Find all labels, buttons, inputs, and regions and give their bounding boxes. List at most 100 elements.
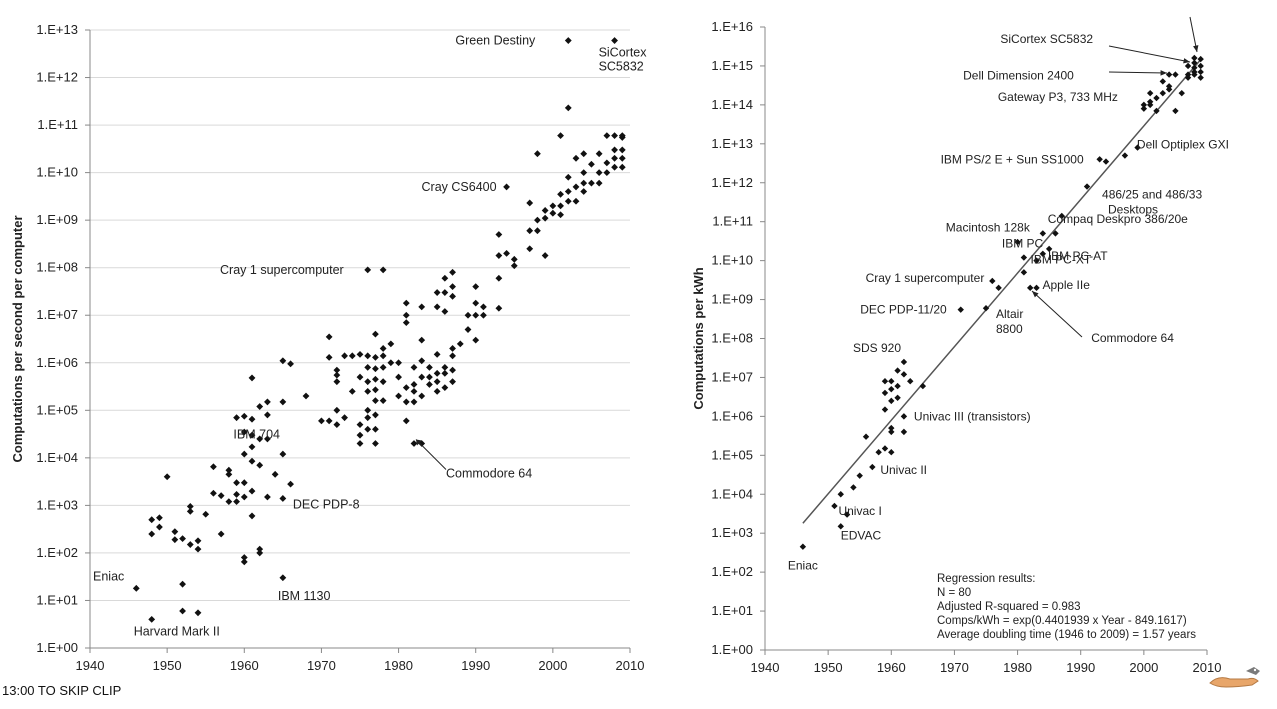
data-point bbox=[881, 445, 889, 452]
data-point bbox=[472, 311, 480, 319]
data-point bbox=[618, 146, 626, 154]
data-point bbox=[549, 209, 557, 217]
data-point bbox=[1197, 62, 1204, 70]
data-point bbox=[210, 463, 217, 471]
data-point bbox=[325, 417, 333, 425]
data-point bbox=[957, 306, 964, 313]
data-point bbox=[1178, 89, 1185, 97]
data-point bbox=[580, 169, 588, 177]
data-point bbox=[1140, 101, 1148, 109]
data-point bbox=[348, 352, 356, 360]
data-point bbox=[225, 466, 233, 474]
annotation-arrow bbox=[1108, 45, 1191, 63]
data-point bbox=[348, 387, 356, 395]
data-point bbox=[1191, 64, 1198, 71]
annotation-label: Green Destiny bbox=[455, 34, 536, 48]
data-point bbox=[1165, 86, 1173, 93]
data-point bbox=[240, 412, 248, 420]
annotation-label: Univac I bbox=[838, 504, 881, 518]
data-point bbox=[888, 385, 895, 393]
data-point bbox=[989, 277, 996, 285]
data-point bbox=[256, 549, 264, 557]
data-point bbox=[564, 188, 572, 195]
data-point bbox=[495, 304, 503, 312]
data-point bbox=[240, 450, 248, 458]
data-point bbox=[372, 440, 379, 447]
annotation-label: IBM PC-XT bbox=[1031, 253, 1092, 267]
data-point bbox=[379, 352, 387, 360]
data-point bbox=[395, 392, 402, 400]
data-point bbox=[1184, 71, 1192, 78]
data-point bbox=[464, 326, 472, 333]
data-point bbox=[364, 425, 372, 433]
data-point bbox=[1172, 107, 1179, 115]
y-tick-label: 1.E+13 bbox=[36, 22, 78, 37]
annotation-label: SDS 920 bbox=[853, 341, 901, 355]
data-point bbox=[894, 382, 901, 390]
arrow-head bbox=[416, 439, 422, 446]
data-point bbox=[356, 421, 364, 429]
data-point bbox=[433, 378, 441, 386]
data-point bbox=[356, 431, 364, 439]
regression-results-line: Adjusted R-squared = 0.983 bbox=[937, 601, 1081, 613]
data-point bbox=[856, 472, 863, 479]
data-point bbox=[618, 163, 626, 171]
data-point bbox=[831, 502, 838, 510]
x-tick-label: 2000 bbox=[538, 658, 567, 673]
data-point bbox=[1020, 269, 1028, 276]
y-tick-label: 1.E+07 bbox=[36, 307, 78, 322]
skip-clip-text[interactable]: 13:00 TO SKIP CLIP bbox=[2, 683, 122, 698]
annotation-label: Gateway P3, 733 MHz bbox=[998, 90, 1118, 104]
data-point bbox=[1140, 105, 1148, 112]
data-point bbox=[495, 274, 503, 282]
data-point bbox=[410, 381, 418, 388]
data-point bbox=[410, 440, 418, 447]
data-point bbox=[240, 493, 248, 501]
data-point bbox=[179, 580, 186, 588]
data-point bbox=[333, 371, 341, 379]
data-point bbox=[372, 397, 379, 405]
annotation-label: 486/25 and 486/33 bbox=[1102, 188, 1202, 202]
data-point bbox=[843, 511, 851, 518]
data-point bbox=[333, 378, 341, 386]
annotation-label: Apple IIe bbox=[1043, 278, 1091, 292]
data-point bbox=[372, 386, 379, 394]
data-point bbox=[572, 197, 580, 205]
data-point bbox=[472, 299, 480, 307]
data-point bbox=[426, 373, 433, 381]
data-point bbox=[387, 340, 395, 348]
data-point bbox=[595, 179, 603, 187]
annotation-label: EDVAC bbox=[841, 528, 882, 542]
data-point bbox=[279, 574, 287, 582]
data-point bbox=[248, 374, 256, 382]
data-point bbox=[534, 227, 541, 235]
data-point bbox=[603, 132, 611, 140]
data-point bbox=[441, 384, 449, 392]
data-point bbox=[248, 431, 256, 439]
y-tick-label: 1.E+05 bbox=[711, 447, 753, 462]
x-tick-label: 1970 bbox=[940, 660, 969, 675]
data-point bbox=[325, 353, 333, 361]
data-point bbox=[534, 150, 541, 158]
annotation-label: Eniac bbox=[788, 559, 818, 573]
annotation-label: Altair bbox=[996, 307, 1023, 321]
data-point bbox=[256, 403, 264, 410]
data-point bbox=[1083, 183, 1091, 190]
annotation-label: Eniac bbox=[93, 569, 124, 583]
data-point bbox=[449, 366, 456, 374]
data-point bbox=[1191, 59, 1198, 67]
data-point bbox=[1159, 89, 1166, 97]
data-point bbox=[418, 440, 426, 447]
data-point bbox=[186, 541, 194, 548]
data-point bbox=[279, 495, 287, 502]
data-point bbox=[541, 207, 549, 214]
data-point bbox=[982, 305, 990, 312]
annotation-label: SiCortex SC5832 bbox=[1000, 32, 1093, 46]
data-point bbox=[603, 159, 611, 167]
data-point bbox=[233, 414, 240, 422]
annotation-label: Macintosh 128k bbox=[946, 220, 1031, 234]
data-point bbox=[1121, 152, 1129, 159]
data-point bbox=[225, 470, 233, 478]
data-point bbox=[333, 366, 341, 374]
data-point bbox=[919, 382, 927, 390]
